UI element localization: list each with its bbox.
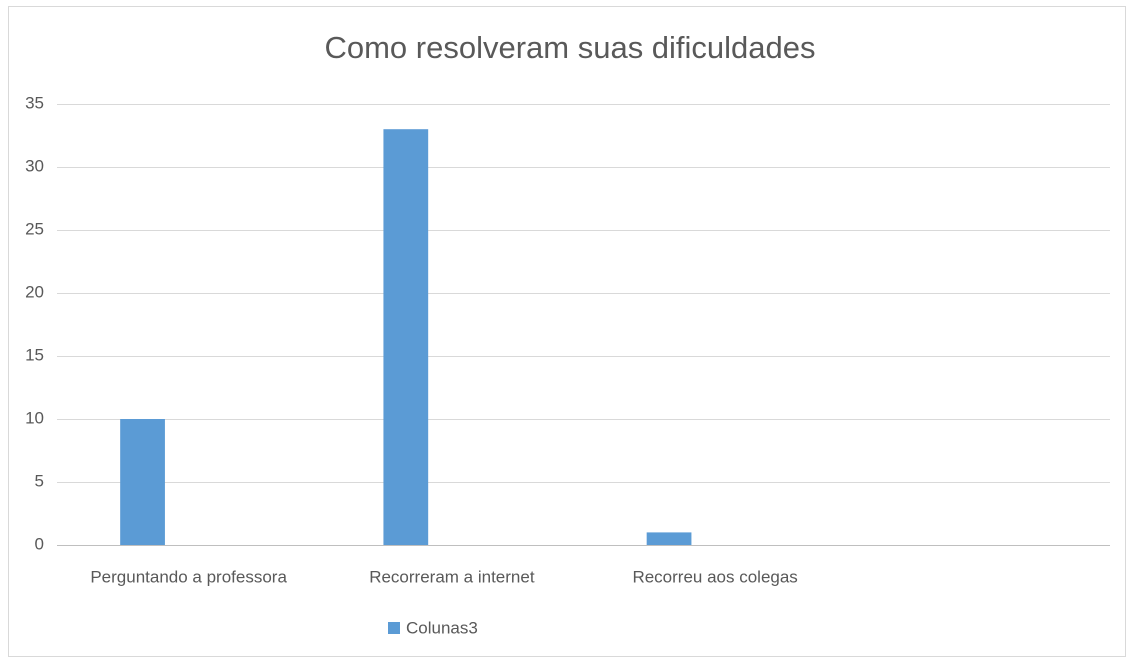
y-tick-label: 10 <box>25 408 44 427</box>
x-tick-label: Recorreu aos colegas <box>632 567 797 586</box>
x-tick-label: Perguntando a professora <box>90 567 287 586</box>
chart-border <box>8 6 1126 657</box>
y-tick-label: 35 <box>25 93 44 112</box>
chart-title: Como resolveram suas dificuldades <box>324 30 815 65</box>
x-tick-label: Recorreram a internet <box>369 567 535 586</box>
bar <box>646 532 692 545</box>
legend-label: Colunas3 <box>406 618 478 637</box>
y-tick-label: 25 <box>25 219 44 238</box>
y-tick-label: 0 <box>35 534 44 553</box>
y-tick-label: 15 <box>25 345 44 364</box>
y-tick-label: 20 <box>25 282 44 301</box>
bar <box>383 129 429 545</box>
y-tick-label: 5 <box>35 471 44 490</box>
bar <box>120 419 165 545</box>
y-tick-label: 30 <box>25 156 44 175</box>
legend-swatch <box>388 622 400 634</box>
